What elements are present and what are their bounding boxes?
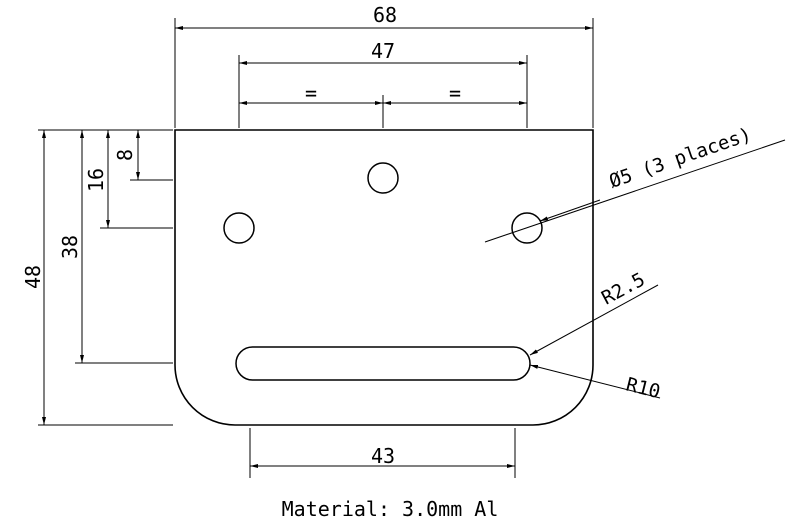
dim-eq-right-label: = <box>449 81 461 105</box>
dim-38-label: 38 <box>58 235 82 259</box>
hole-left <box>223 212 255 244</box>
slot-radius-callout: R2.5 <box>598 269 649 310</box>
leader-lines <box>484 139 786 399</box>
dimension-lines <box>42 26 593 468</box>
hole-right <box>511 212 543 244</box>
leader-holes-arrow <box>539 199 601 222</box>
hole-top <box>367 162 399 194</box>
corner-radius-callout: R10 <box>624 374 663 404</box>
leader-holes <box>484 139 786 243</box>
dim-eq-left-label: = <box>305 81 317 105</box>
dim-8-label: 8 <box>113 149 137 161</box>
dim-16-label: 16 <box>84 168 108 192</box>
dim-48-label: 48 <box>21 265 45 289</box>
leader-slot <box>529 284 659 356</box>
dim-43-label: 43 <box>371 444 395 468</box>
plate-outline <box>174 129 594 426</box>
dim-47-label: 47 <box>371 39 395 63</box>
slot <box>235 346 531 381</box>
leader-corner <box>529 364 661 399</box>
extension-lines <box>38 18 594 478</box>
dim-68-label: 68 <box>373 3 397 27</box>
material-note: Material: 3.0mm Al <box>282 497 499 521</box>
